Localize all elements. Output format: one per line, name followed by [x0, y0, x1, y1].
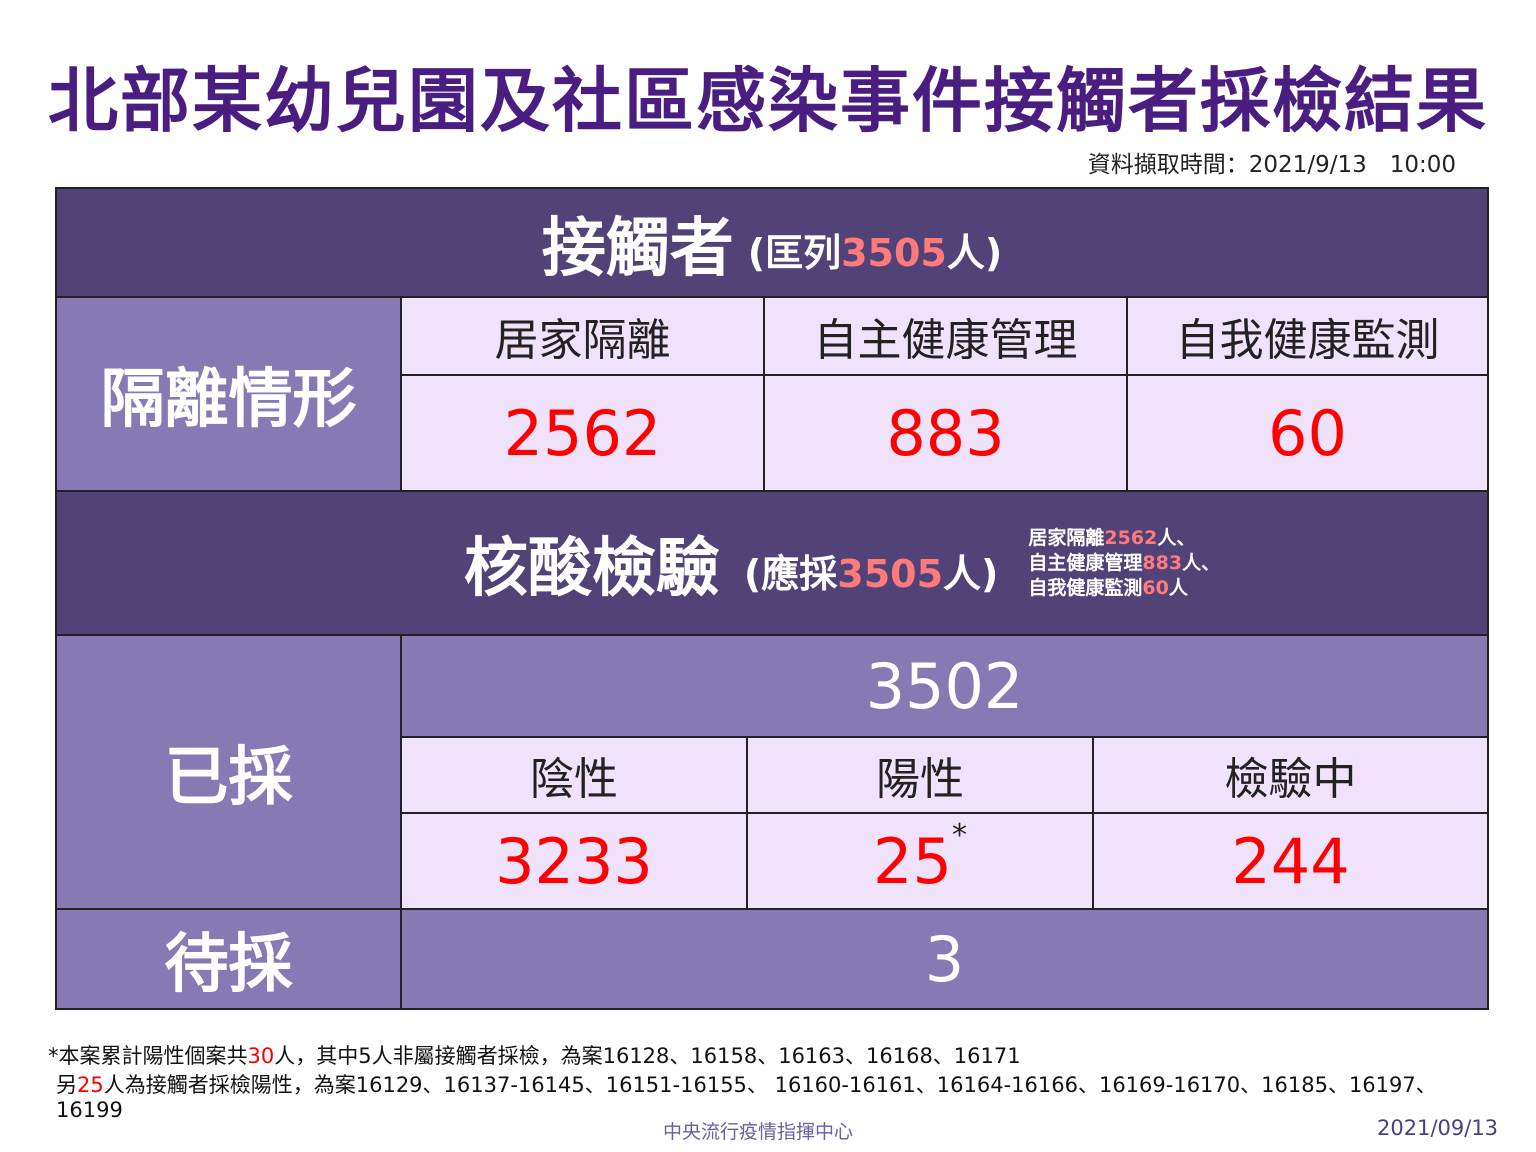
contacts-heading: 接觸者 [541, 211, 734, 286]
pcr-notes: 居家隔離2562人、 自主健康管理883人、 自我健康監測60人 [1028, 526, 1220, 601]
pcr-paren-close: 人) [943, 551, 999, 596]
pcr-note: 自我健康監測60人 [1028, 576, 1188, 599]
testing-value: 244 [1092, 812, 1489, 910]
self-health-management-label: 自主健康管理 [763, 296, 1128, 376]
pcr-heading: 核酸檢驗 [463, 532, 720, 606]
contacts-count: 3505 [841, 231, 947, 275]
sampled-total: 3502 [400, 634, 1489, 738]
pcr-note: 居家隔離2562人、 [1028, 526, 1196, 549]
self-health-monitoring-value: 60 [1126, 374, 1489, 492]
footer-date: 2021/09/13 [1377, 1116, 1499, 1140]
pcr-note: 自主健康管理883人、 [1028, 551, 1221, 574]
self-health-management-value: 883 [763, 374, 1128, 492]
positive-value: 25 [873, 824, 952, 898]
quarantine-label: 隔離情形 [55, 296, 402, 492]
positive-footnote-mark: * [951, 818, 967, 853]
source-label: 中央流行疫情指揮中心 [663, 1121, 854, 1143]
self-health-monitoring-label: 自我健康監測 [1126, 296, 1489, 376]
sampled-label: 已採 [55, 634, 402, 910]
home-quarantine-label: 居家隔離 [400, 296, 765, 376]
pcr-header: 核酸檢驗 (應採3505人) 居家隔離2562人、 自主健康管理883人、 自我… [55, 490, 1489, 636]
contacts-paren-open: (匡列 [747, 231, 842, 275]
contacts-paren-close: 人) [946, 231, 1003, 275]
footnote-line-3: 16199 [56, 1098, 123, 1122]
positive-cell: 25 * [746, 812, 1094, 910]
pending-label: 待採 [55, 908, 402, 1010]
negative-label: 陰性 [400, 736, 748, 814]
positive-label: 陽性 [746, 736, 1094, 814]
page-title: 北部某幼兒園及社區感染事件接觸者採檢結果 [48, 60, 1488, 142]
home-quarantine-value: 2562 [400, 374, 765, 492]
negative-value: 3233 [400, 812, 748, 910]
pcr-count: 3505 [837, 551, 944, 596]
data-timestamp: 資料擷取時間：2021/9/13 10:00 [1087, 152, 1456, 178]
contacts-header: 接觸者 (匡列3505人) [55, 187, 1489, 298]
pending-value: 3 [400, 908, 1489, 1010]
footnote-line-2: 另25人為接觸者採檢陽性，為案16129、16137-16145、16151-1… [56, 1073, 1437, 1097]
testing-label: 檢驗中 [1092, 736, 1489, 814]
pcr-paren-open: (應採 [743, 551, 838, 596]
footnote-line-1: *本案累計陽性個案共30人，其中5人非屬接觸者採檢，為案16128、16158、… [48, 1044, 1021, 1068]
